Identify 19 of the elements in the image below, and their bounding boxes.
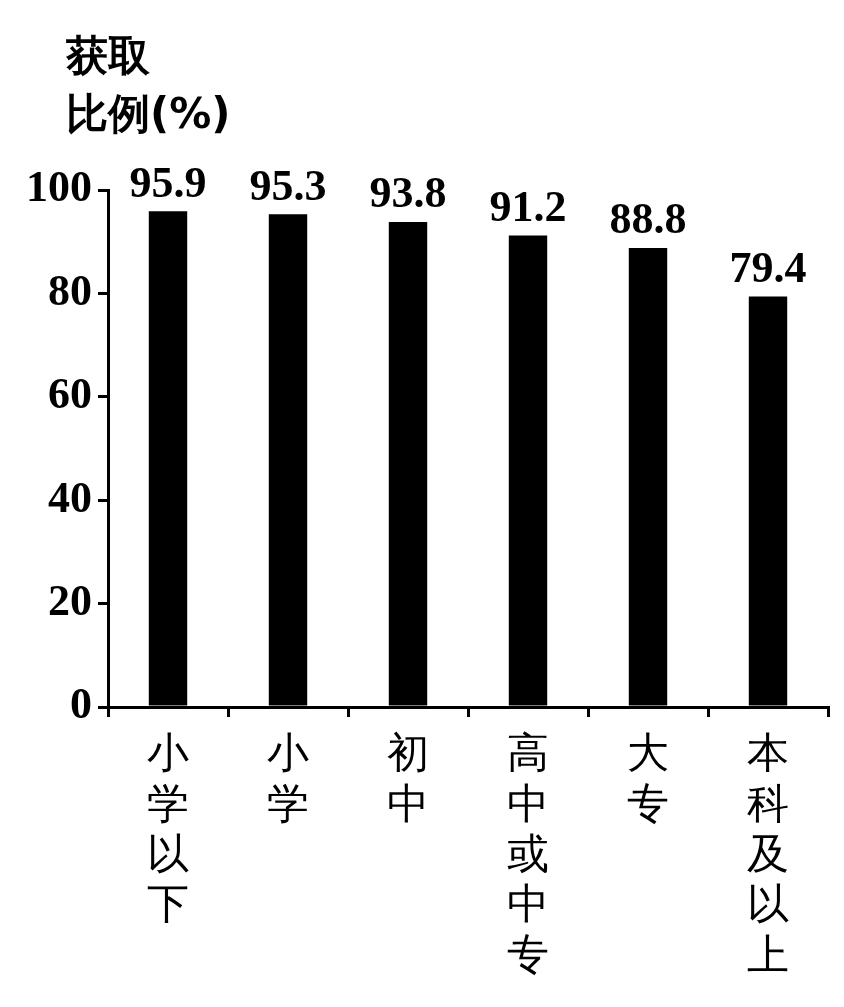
data-label: 88.8 bbox=[609, 194, 687, 244]
y-tick-label: 100 bbox=[26, 162, 92, 212]
data-label: 95.3 bbox=[249, 160, 327, 210]
data-label: 95.9 bbox=[129, 157, 207, 207]
y-tick-label: 60 bbox=[48, 369, 92, 419]
data-label: 91.2 bbox=[489, 181, 567, 231]
x-tick-label: 本科及以上 bbox=[747, 728, 789, 979]
x-tick-label: 初中 bbox=[387, 728, 429, 828]
y-tick-label: 20 bbox=[48, 575, 92, 625]
data-label: 93.8 bbox=[369, 168, 447, 218]
y-tick-label: 40 bbox=[48, 472, 92, 522]
x-tick-label: 小学以下 bbox=[147, 728, 189, 929]
y-tick-label: 80 bbox=[48, 265, 92, 315]
x-tick-label: 高中或中专 bbox=[507, 728, 549, 979]
y-axis-title: 获取比例(%) bbox=[65, 30, 231, 138]
x-tick-label: 小学 bbox=[267, 728, 309, 828]
x-tick-label: 大专 bbox=[627, 728, 669, 828]
y-tick-label: 0 bbox=[70, 679, 92, 729]
data-label: 79.4 bbox=[729, 242, 807, 292]
